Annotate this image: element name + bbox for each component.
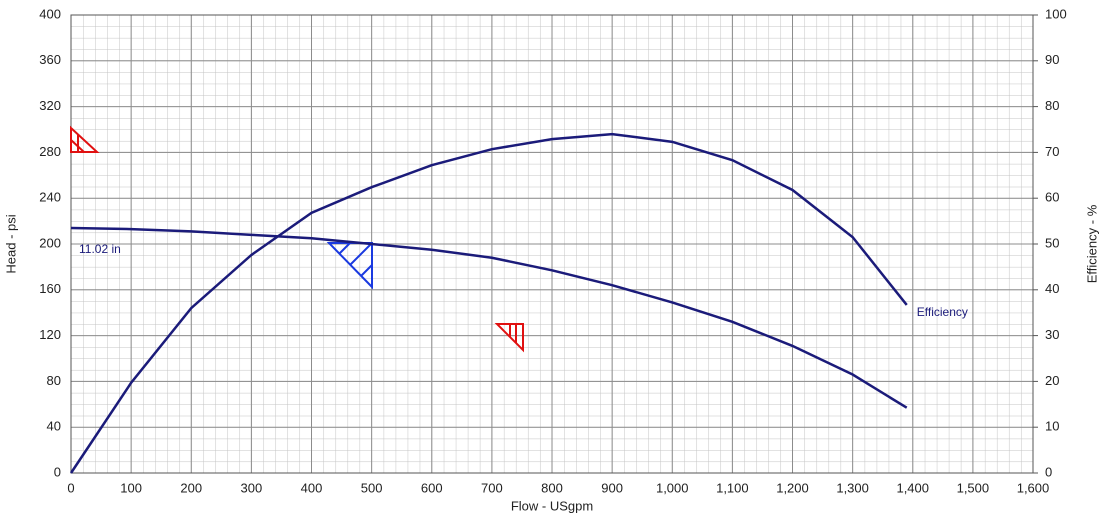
y-tick-label: 40: [47, 419, 61, 434]
x-axis-title: Flow - USgpm: [511, 498, 593, 513]
curve: [70, 226, 908, 409]
y2-tick-label: 30: [1045, 327, 1059, 342]
y-tick-label: 160: [39, 281, 61, 296]
y2-tick-label: 60: [1045, 190, 1059, 205]
y-tick-label: 320: [39, 98, 61, 113]
x-tick-label: 0: [67, 480, 74, 495]
y2-tick-label: 100: [1045, 6, 1067, 21]
y-tick-label: 240: [39, 190, 61, 205]
x-tick-label: 700: [481, 480, 503, 495]
y2-tick-label: 50: [1045, 235, 1059, 250]
x-tick-label: 1,300: [836, 480, 869, 495]
x-tick-label: 100: [120, 480, 142, 495]
y-tick-label: 360: [39, 52, 61, 67]
y-tick-label: 400: [39, 6, 61, 21]
y2-tick-label: 80: [1045, 98, 1059, 113]
x-tick-label: 900: [601, 480, 623, 495]
curve: [69, 132, 908, 474]
y-tick-label: 200: [39, 235, 61, 250]
y-tick-label: 80: [47, 373, 61, 388]
x-tick-label: 1,100: [716, 480, 749, 495]
x-tick-label: 800: [541, 480, 563, 495]
y2-axis-title: Efficiency - %: [1084, 204, 1099, 283]
y-tick-label: 0: [54, 464, 61, 479]
x-tick-label: 300: [241, 480, 263, 495]
x-tick-label: 1,500: [957, 480, 990, 495]
x-tick-label: 1,000: [656, 480, 689, 495]
blue-marker: [326, 242, 373, 290]
y2-tick-label: 10: [1045, 419, 1059, 434]
x-tick-label: 200: [180, 480, 202, 495]
y2-tick-label: 20: [1045, 373, 1059, 388]
y2-tick-label: 70: [1045, 144, 1059, 159]
x-tick-label: 600: [421, 480, 443, 495]
series-label: 11.02 in: [79, 242, 121, 256]
red-marker: [70, 125, 524, 353]
y2-tick-label: 40: [1045, 281, 1059, 296]
y2-tick-label: 0: [1045, 464, 1052, 479]
y-tick-label: 280: [39, 144, 61, 159]
x-tick-label: 500: [361, 480, 383, 495]
y2-tick-label: 90: [1045, 52, 1059, 67]
x-tick-label: 400: [301, 480, 323, 495]
series-label: Efficiency: [917, 305, 968, 319]
x-tick-label: 1,600: [1017, 480, 1050, 495]
y-tick-label: 120: [39, 327, 61, 342]
x-tick-label: 1,200: [776, 480, 809, 495]
y-axis-title: Head - psi: [3, 214, 18, 273]
x-tick-label: 1,400: [896, 480, 929, 495]
